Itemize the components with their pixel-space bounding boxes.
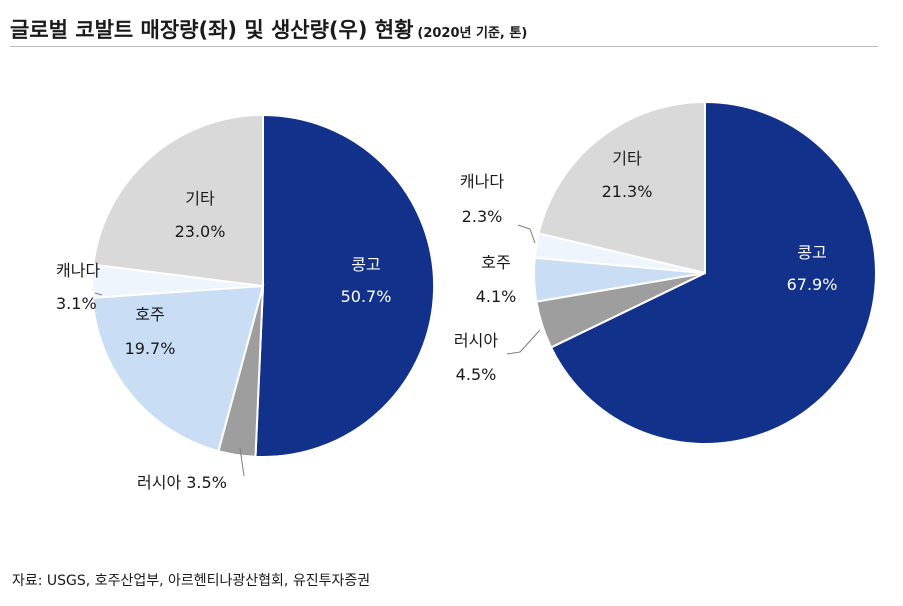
title-subtitle: (2020년 기준, 톤) [417,26,528,41]
slice-value-reserves-0: 50.7% [341,287,392,306]
data-label-reserves-1: 러시아 3.5% [137,473,227,492]
slice-name-production-1: 러시아 [454,331,498,350]
slice-value-reserves-3: 3.1% [56,294,97,313]
slice-name-production-3: 캐나다 [460,172,504,191]
pie-slice-reserves-2 [91,284,265,453]
slice-name-reserves-2: 호주 [135,305,164,324]
leader-line-production-3 [517,224,536,244]
slice-value-production-3: 2.3% [462,207,503,226]
slice-value-reserves-4: 23.0% [175,222,226,241]
slice-value-production-2: 4.1% [476,287,517,306]
slice-name-production-0: 콩고 [797,243,826,262]
slice-name-production-2: 호주 [481,253,510,272]
pie-slice-production-0 [549,100,877,445]
pie-chart-production: 콩고 67.9% 러시아 4.5% 호주 4.1% 캐나다 2.3% 기타 21.3% [454,100,877,445]
slice-value-reserves-2: 19.7% [125,339,176,358]
leader-line-reserves-3 [94,292,103,296]
slice-name-production-4: 기타 [612,149,642,168]
pie-slice-reserves-0 [254,113,436,458]
source-note: 자료: USGS, 호주산업부, 아르헨티나광산협회, 유진투자증권 [12,573,371,589]
leader-line-production-1 [506,329,541,355]
slice-name-reserves-3: 캐나다 [56,261,100,280]
slice-name-reserves-0: 콩고 [351,255,380,274]
title-text: 글로벌 코발트 매장량(좌) 및 생산량(우) 현황 [10,18,414,42]
chart-title: 글로벌 코발트 매장량(좌) 및 생산량(우) 현황 (2020년 기준, 톤) [10,14,527,44]
pie-slice-reserves-4 [92,113,264,288]
slice-value-production-1: 4.5% [456,365,497,384]
pie-slice-production-4 [537,100,706,275]
slice-name-reserves-4: 기타 [185,189,215,208]
slice-value-production-4: 21.3% [602,182,653,201]
pie-chart-reserves: 콩고 50.7% 러시아 3.5% 호주 19.7% 캐나다 3.1% 기타 23.0% [56,113,436,492]
slice-value-production-0: 67.9% [787,275,838,294]
leader-line-reserves-1 [239,447,245,477]
title-divider [10,46,878,47]
